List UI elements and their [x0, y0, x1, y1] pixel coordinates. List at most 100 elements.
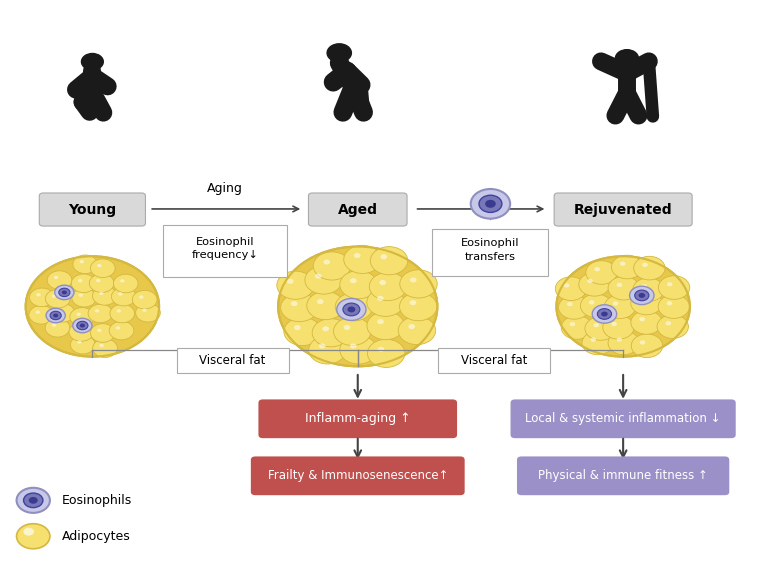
Circle shape	[410, 277, 416, 282]
Circle shape	[556, 256, 690, 356]
Circle shape	[81, 53, 103, 70]
Circle shape	[29, 497, 38, 504]
Circle shape	[26, 256, 159, 356]
Circle shape	[471, 189, 510, 219]
Circle shape	[633, 278, 664, 301]
Circle shape	[369, 272, 406, 301]
Circle shape	[116, 309, 121, 313]
Circle shape	[377, 347, 384, 352]
Circle shape	[667, 282, 673, 286]
Circle shape	[591, 337, 596, 342]
Circle shape	[658, 276, 689, 299]
Circle shape	[561, 316, 593, 339]
Text: Rejuvenated: Rejuvenated	[574, 202, 673, 217]
Circle shape	[78, 293, 83, 297]
Circle shape	[312, 319, 349, 347]
FancyBboxPatch shape	[164, 226, 287, 277]
Circle shape	[377, 296, 384, 301]
Circle shape	[55, 285, 74, 300]
Circle shape	[581, 294, 612, 317]
Circle shape	[611, 255, 643, 279]
Circle shape	[345, 300, 352, 305]
Circle shape	[631, 291, 662, 315]
Circle shape	[323, 326, 329, 331]
Circle shape	[642, 262, 648, 267]
Circle shape	[556, 277, 587, 300]
Circle shape	[287, 278, 294, 284]
Circle shape	[400, 270, 438, 298]
Circle shape	[116, 326, 120, 329]
Circle shape	[608, 331, 639, 355]
Circle shape	[77, 321, 88, 329]
Circle shape	[307, 292, 344, 320]
Text: Visceral fat: Visceral fat	[461, 354, 527, 367]
Circle shape	[409, 300, 416, 305]
Circle shape	[96, 279, 100, 282]
Circle shape	[57, 309, 61, 312]
Circle shape	[579, 273, 610, 296]
Circle shape	[89, 274, 114, 292]
FancyBboxPatch shape	[432, 229, 549, 276]
Circle shape	[305, 266, 342, 294]
Circle shape	[594, 267, 600, 272]
Circle shape	[135, 304, 161, 322]
Circle shape	[78, 279, 82, 282]
Circle shape	[132, 291, 157, 309]
Circle shape	[30, 288, 54, 307]
Circle shape	[111, 287, 136, 306]
Circle shape	[91, 324, 115, 342]
Circle shape	[611, 322, 617, 326]
Text: Visceral fat: Visceral fat	[199, 354, 266, 367]
Circle shape	[323, 260, 330, 265]
Circle shape	[380, 254, 387, 260]
Circle shape	[632, 334, 663, 358]
Circle shape	[587, 279, 593, 283]
Circle shape	[88, 304, 113, 323]
Circle shape	[100, 344, 103, 347]
Circle shape	[570, 322, 575, 326]
FancyBboxPatch shape	[251, 457, 465, 495]
Circle shape	[50, 311, 62, 320]
Circle shape	[479, 195, 501, 213]
Circle shape	[635, 290, 649, 301]
Circle shape	[77, 340, 81, 344]
Circle shape	[80, 324, 85, 328]
Circle shape	[70, 308, 94, 326]
Circle shape	[631, 311, 662, 334]
Circle shape	[95, 309, 99, 312]
Circle shape	[59, 288, 70, 297]
Circle shape	[99, 292, 103, 295]
Circle shape	[639, 317, 645, 321]
Circle shape	[319, 343, 326, 348]
Circle shape	[340, 270, 377, 299]
Circle shape	[333, 317, 371, 346]
Text: Inflamm-aging ↑: Inflamm-aging ↑	[305, 413, 411, 425]
Circle shape	[409, 324, 415, 329]
Circle shape	[46, 289, 70, 308]
Circle shape	[54, 276, 59, 279]
Circle shape	[585, 317, 616, 340]
Circle shape	[291, 301, 298, 306]
Circle shape	[277, 271, 314, 299]
Circle shape	[634, 256, 665, 280]
Circle shape	[93, 286, 117, 305]
Text: Physical & immune fitness ↑: Physical & immune fitness ↑	[538, 469, 708, 482]
Circle shape	[17, 488, 50, 513]
Circle shape	[616, 337, 622, 342]
Circle shape	[294, 325, 301, 330]
Circle shape	[97, 329, 101, 332]
Circle shape	[75, 328, 80, 331]
Circle shape	[658, 295, 689, 319]
Circle shape	[337, 299, 366, 320]
Circle shape	[613, 301, 619, 305]
Circle shape	[80, 260, 84, 264]
Circle shape	[139, 295, 144, 299]
Circle shape	[336, 293, 373, 321]
Circle shape	[582, 331, 613, 355]
FancyBboxPatch shape	[438, 348, 550, 373]
Circle shape	[340, 336, 377, 364]
Circle shape	[118, 292, 123, 296]
Circle shape	[367, 312, 404, 340]
Text: Eosinophils: Eosinophils	[62, 494, 132, 507]
Circle shape	[69, 323, 94, 342]
